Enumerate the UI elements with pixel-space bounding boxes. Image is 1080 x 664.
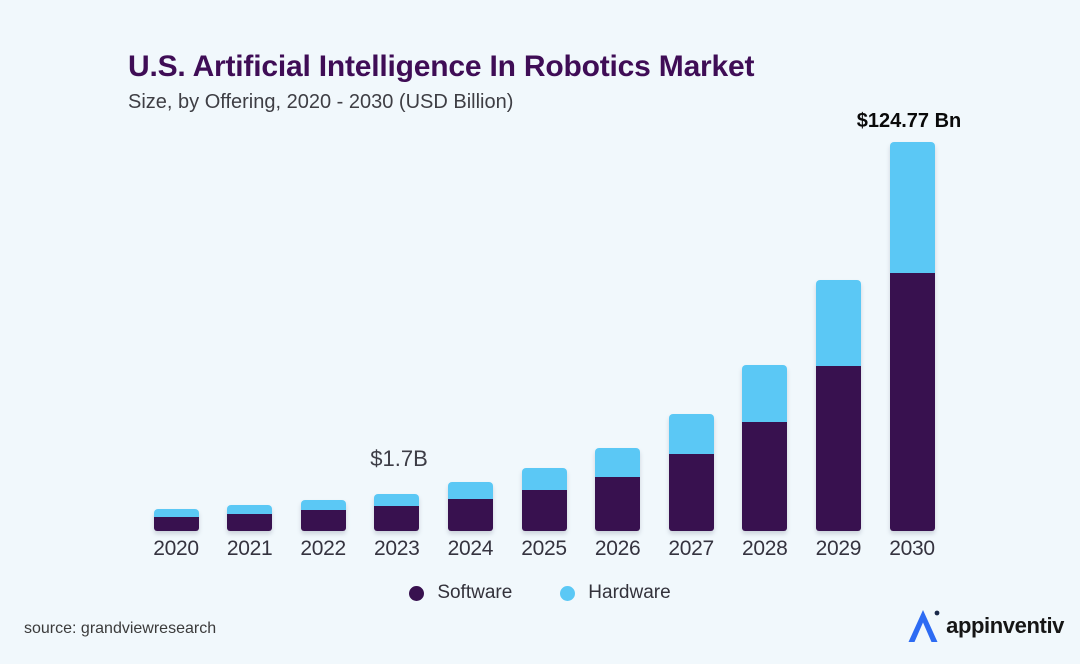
bar-2025 bbox=[521, 468, 567, 531]
hardware-segment-2021 bbox=[227, 505, 273, 514]
appinventiv-logo: appinventiv bbox=[906, 606, 1064, 646]
x-axis-label-2020: 2020 bbox=[153, 537, 199, 560]
software-segment-2021 bbox=[227, 514, 273, 531]
source-attribution: source: grandviewresearch bbox=[24, 620, 217, 637]
x-axis-label-2028: 2028 bbox=[742, 537, 788, 560]
software-segment-2026 bbox=[595, 477, 641, 531]
x-axis-label-2025: 2025 bbox=[521, 537, 567, 560]
bar-2030 bbox=[889, 142, 935, 531]
bar-2024 bbox=[447, 482, 493, 531]
x-axis-labels: 2020 2021 2022 2023 2024 2025 2026 2027 2028 2029… bbox=[0, 537, 1080, 561]
software-segment-2029 bbox=[815, 366, 861, 531]
bar-2021 bbox=[227, 505, 273, 531]
annotation-2023-value: $1.7B bbox=[370, 446, 428, 471]
hardware-segment-2022 bbox=[300, 500, 346, 510]
legend-item-software: Software bbox=[409, 582, 512, 604]
appinventiv-logo-icon bbox=[908, 610, 940, 642]
software-segment-2024 bbox=[447, 499, 493, 531]
x-axis-label-2030: 2030 bbox=[889, 537, 935, 560]
chart-plot-area bbox=[153, 142, 935, 531]
chart-title: U.S. Artificial Intelligence In Robotics… bbox=[128, 50, 755, 83]
x-axis-label-2027: 2027 bbox=[668, 537, 714, 560]
bar-2028 bbox=[742, 365, 788, 531]
bar-2020 bbox=[153, 509, 199, 531]
software-segment-2030 bbox=[889, 273, 935, 531]
x-axis-label-2026: 2026 bbox=[594, 537, 641, 560]
appinventiv-logo-text: appinventiv bbox=[946, 613, 1064, 638]
chart-subtitle: Size, by Offering, 2020 - 2030 (USD Bill… bbox=[128, 91, 514, 113]
software-segment-2022 bbox=[300, 510, 346, 531]
bar-2027 bbox=[668, 414, 714, 531]
bar-2023 bbox=[374, 494, 420, 531]
x-axis-label-2024: 2024 bbox=[447, 537, 494, 560]
software-segment-2027 bbox=[668, 454, 714, 531]
bar-2026 bbox=[595, 448, 641, 531]
hardware-legend-dot-icon bbox=[560, 585, 576, 601]
x-axis-label-2029: 2029 bbox=[815, 537, 862, 560]
software-segment-2023 bbox=[374, 506, 420, 531]
legend-label-hardware: Hardware bbox=[588, 582, 671, 603]
software-segment-2028 bbox=[742, 422, 788, 531]
x-axis-label-2021: 2021 bbox=[226, 537, 273, 560]
hardware-segment-2026 bbox=[595, 448, 641, 477]
x-axis-label-2023: 2023 bbox=[374, 537, 420, 560]
legend-label-software: Software bbox=[437, 582, 513, 603]
legend-item-hardware: Hardware bbox=[560, 582, 671, 604]
hardware-segment-2028 bbox=[742, 365, 788, 422]
x-axis-label-2022: 2022 bbox=[300, 537, 346, 560]
hardware-segment-2024 bbox=[447, 482, 493, 499]
bar-2029 bbox=[815, 280, 861, 531]
hardware-segment-2030 bbox=[889, 142, 935, 273]
software-segment-2025 bbox=[521, 490, 567, 531]
annotation-2030-value: $124.77 Bn bbox=[856, 110, 962, 132]
hardware-segment-2027 bbox=[668, 414, 714, 454]
hardware-segment-2020 bbox=[153, 509, 199, 517]
bar-2022 bbox=[300, 500, 346, 531]
hardware-segment-2025 bbox=[521, 468, 567, 490]
chart-legend: Software Hardware bbox=[0, 582, 1080, 604]
hardware-segment-2023 bbox=[374, 494, 420, 506]
software-legend-dot-icon bbox=[409, 585, 425, 601]
hardware-segment-2029 bbox=[815, 280, 861, 366]
software-segment-2020 bbox=[153, 517, 199, 531]
